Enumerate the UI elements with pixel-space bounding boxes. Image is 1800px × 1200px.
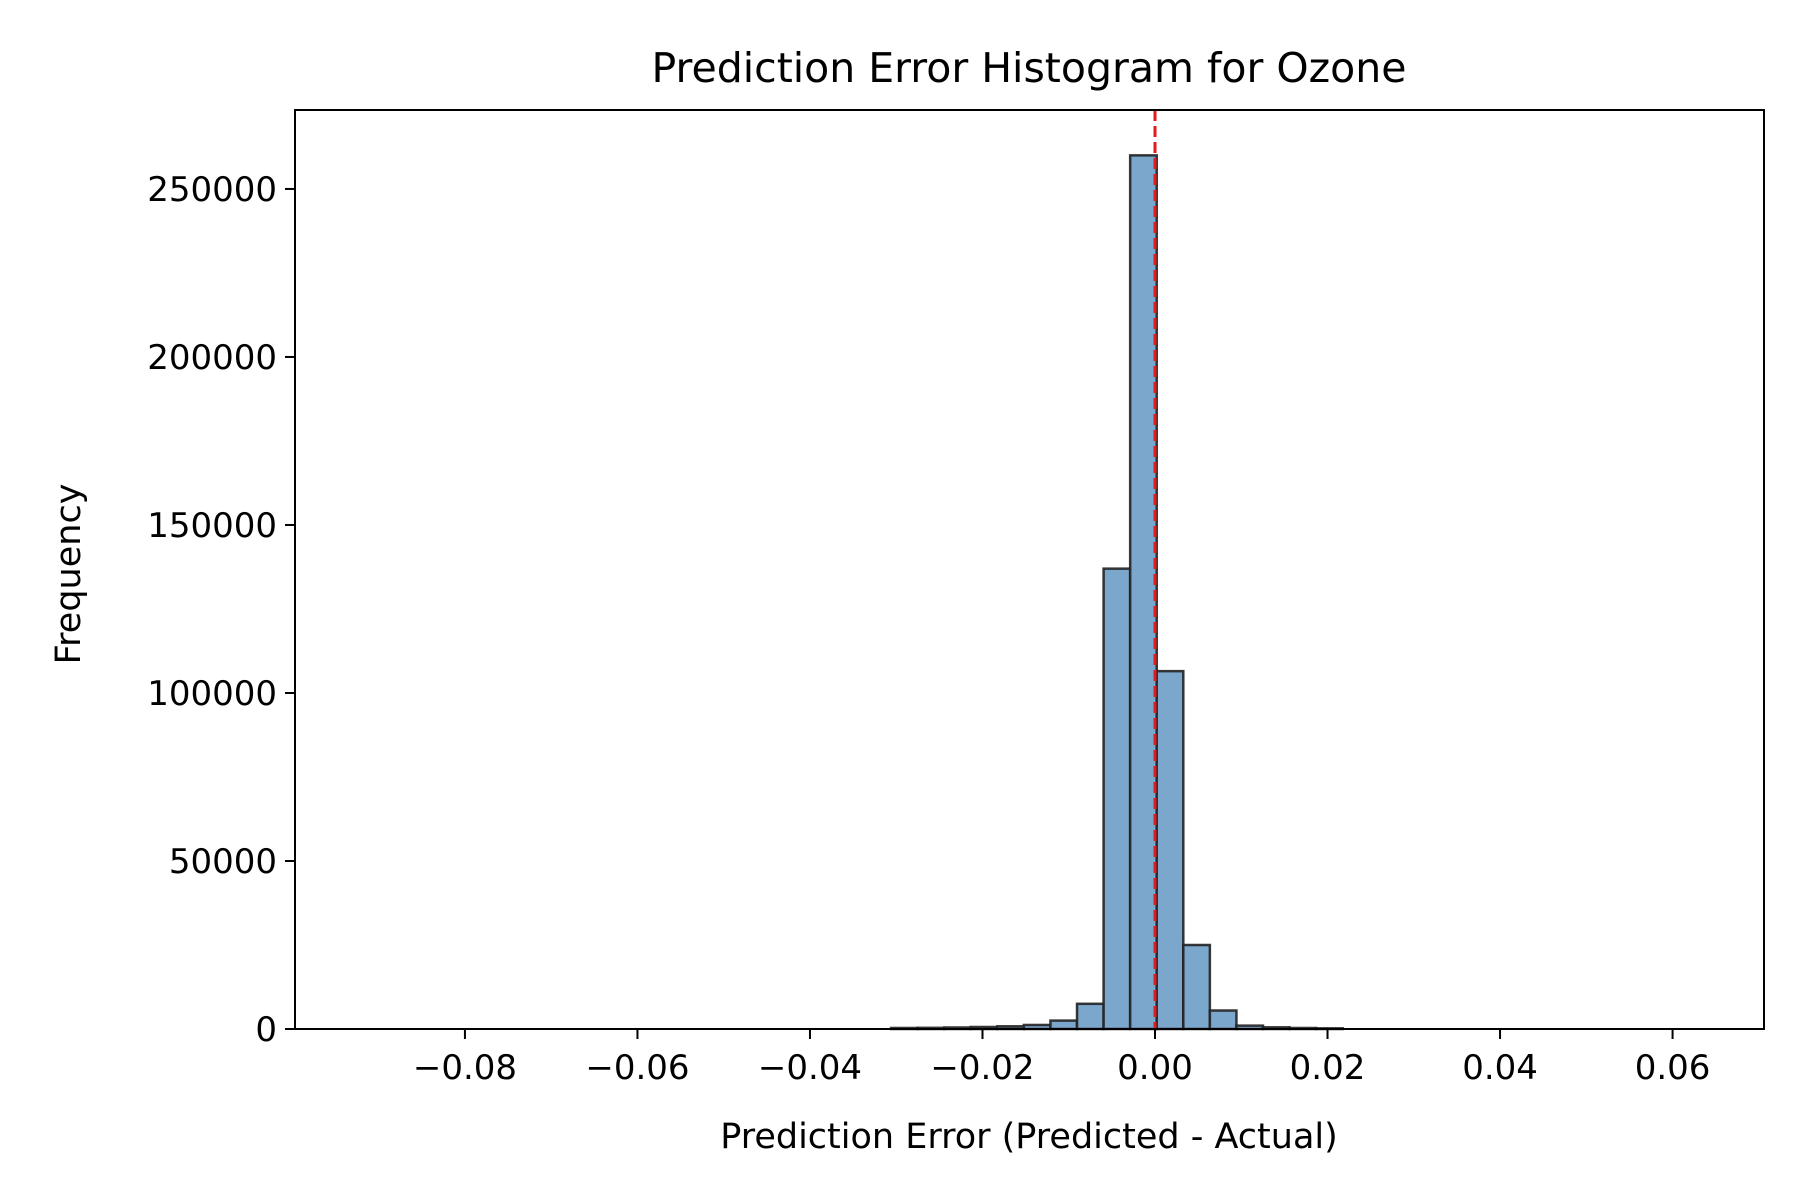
histogram-bar [1075, 1002, 1105, 1031]
y-tick-label: 0 [255, 1010, 277, 1050]
x-tick-label: −0.04 [758, 1048, 862, 1088]
y-tick-label: 50000 [169, 842, 277, 882]
x-tick-label: 0.00 [1117, 1048, 1193, 1088]
y-axis-label: Frequency [49, 484, 89, 665]
x-tick-label: 0.06 [1635, 1048, 1711, 1088]
y-axis-ticks: 0 50000 100000 150000 200000 250000 [147, 170, 295, 1050]
y-tick-label: 100000 [147, 674, 277, 714]
plot-area-frame [294, 109, 1765, 1030]
x-axis-ticks: −0.08 −0.06 −0.04 −0.02 0.00 0.02 0.04 0.06 [413, 1029, 1711, 1088]
x-tick-label: −0.08 [413, 1048, 517, 1088]
histogram-bar [1155, 669, 1185, 1031]
bars-group [889, 154, 1344, 1031]
x-tick-label: −0.06 [585, 1048, 689, 1088]
histogram-bar [1102, 567, 1132, 1031]
x-tick-label: 0.04 [1462, 1048, 1538, 1088]
x-tick-label: 0.02 [1290, 1048, 1366, 1088]
histogram-bar [1208, 1009, 1238, 1031]
x-axis-label: Prediction Error (Predicted - Actual) [720, 1117, 1338, 1157]
histogram-bar [1128, 154, 1158, 1031]
y-tick-label: 250000 [147, 170, 277, 210]
histogram-bar [1049, 1019, 1079, 1031]
y-tick-label: 200000 [147, 338, 277, 378]
y-tick-label: 150000 [147, 506, 277, 546]
x-tick-label: −0.02 [930, 1048, 1034, 1088]
chart-title: Prediction Error Histogram for Ozone [652, 44, 1407, 92]
histogram-bar [1182, 943, 1212, 1031]
